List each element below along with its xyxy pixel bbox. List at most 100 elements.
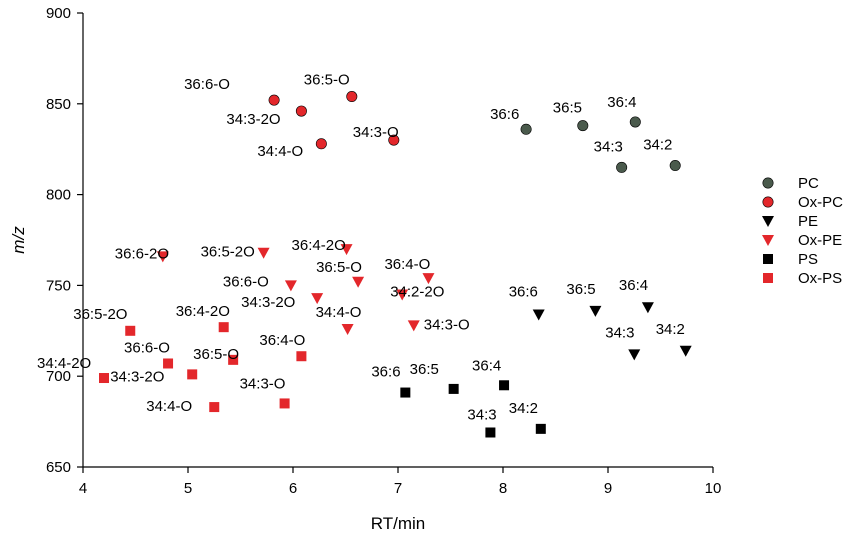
data-label: 36:5-O <box>193 346 239 363</box>
axes: 4 5 6 7 8 9 10 650 700 750 800 850 900 RT/min m/z <box>9 5 721 533</box>
data-point <box>679 345 692 357</box>
data-point <box>396 289 409 301</box>
data-label: 36:4-2O <box>176 303 230 320</box>
data-point <box>296 351 307 362</box>
data-label: 34:3 <box>467 406 496 423</box>
data-label: 36:6-O <box>184 76 230 93</box>
data-label: 36:4-2O <box>292 237 346 254</box>
data-label: 36:6-2O <box>115 245 169 262</box>
data-point <box>340 244 353 256</box>
y-tick-label: 800 <box>46 187 71 204</box>
data-label: 34:2 <box>643 137 672 154</box>
data-label: 36:5 <box>553 100 582 117</box>
x-tick-label: 10 <box>705 480 722 497</box>
y-tick-label: 900 <box>46 5 71 22</box>
x-axis-ticks: 4 5 6 7 8 9 10 <box>79 467 722 497</box>
data-point <box>257 247 270 259</box>
legend-item-ox-ps: Ox-PS <box>763 270 842 287</box>
data-point <box>341 323 354 335</box>
data-point <box>163 358 174 369</box>
data-point <box>628 349 641 361</box>
data-point <box>284 280 297 292</box>
legend-marker <box>763 273 773 283</box>
legend-marker <box>762 235 774 246</box>
data-point <box>125 325 136 336</box>
data-point <box>669 160 681 172</box>
data-point <box>535 423 546 434</box>
data-point <box>616 161 628 173</box>
series-ps: 36:6 36:5 36:4 34:3 34:2 <box>371 357 546 438</box>
legend-label: PS <box>798 251 818 268</box>
legend-label: PE <box>798 213 818 230</box>
data-point <box>407 320 420 332</box>
data-label: 34:3 <box>605 324 634 341</box>
data-point <box>448 383 459 394</box>
data-point <box>388 134 400 146</box>
data-point <box>346 91 358 103</box>
data-label: 36:4-O <box>259 332 305 349</box>
legend-label: Ox-PS <box>798 270 842 287</box>
data-label: 34:4-O <box>316 304 362 321</box>
data-label: 36:6-O <box>223 273 269 290</box>
plot-area: 36:6 36:5 36:4 34:3 34:2 36:6-O 36:5-O 34:3-2O 3… <box>37 72 692 438</box>
legend: PC Ox-PC PE Ox-PE PS Ox-PS <box>762 175 843 287</box>
data-label: 34:4-O <box>146 398 192 415</box>
data-point <box>218 322 229 333</box>
data-label: 34:2 <box>656 321 685 338</box>
data-label: 36:5 <box>410 361 439 378</box>
series-ox-pc: 36:6-O 36:5-O 34:3-2O 34:3-O 34:4-O <box>184 72 400 160</box>
x-tick-label: 4 <box>79 480 87 497</box>
legend-item-ps: PS <box>763 251 818 268</box>
data-point <box>629 116 641 128</box>
data-point <box>99 373 109 384</box>
data-label: 34:2 <box>509 400 538 417</box>
y-tick-label: 650 <box>46 459 71 476</box>
y-tick-label: 750 <box>46 277 71 294</box>
data-label: 34:4-O <box>257 143 303 160</box>
x-tick-label: 9 <box>604 480 612 497</box>
y-axis-title: m/z <box>9 226 28 254</box>
x-tick-label: 8 <box>499 480 507 497</box>
data-point <box>499 380 510 391</box>
legend-item-ox-pe: Ox-PE <box>762 232 842 249</box>
legend-item-pe: PE <box>762 213 818 230</box>
data-point <box>422 273 435 285</box>
legend-marker <box>762 177 774 189</box>
data-point <box>209 402 220 413</box>
data-label: 36:5-2O <box>73 306 127 323</box>
x-axis-title: RT/min <box>371 514 425 533</box>
x-tick-label: 7 <box>394 480 402 497</box>
legend-label: Ox-PC <box>798 194 843 211</box>
data-label: 36:5-2O <box>201 244 255 261</box>
legend-marker <box>762 216 774 227</box>
data-label: 36:6-O <box>124 339 170 356</box>
data-point <box>589 305 602 317</box>
data-label: 36:4 <box>472 357 501 374</box>
data-label: 36:6 <box>371 364 400 381</box>
legend-marker <box>762 196 774 208</box>
data-label: 36:5-O <box>304 72 350 89</box>
data-point <box>485 427 496 438</box>
data-label: 36:4-O <box>384 256 430 273</box>
data-point <box>315 138 327 150</box>
legend-item-pc: PC <box>762 175 819 192</box>
legend-label: Ox-PE <box>798 232 842 249</box>
data-label: 36:6 <box>490 106 519 123</box>
data-point <box>295 105 307 117</box>
data-label: 34:3-2O <box>110 368 164 385</box>
data-label: 34:3-O <box>240 375 286 392</box>
series-pc: 36:6 36:5 36:4 34:3 34:2 <box>490 94 681 173</box>
data-label: 36:4 <box>607 94 636 111</box>
legend-item-ox-pc: Ox-PC <box>762 194 843 211</box>
data-point <box>228 354 239 365</box>
data-label: 36:5-O <box>316 259 362 276</box>
data-point <box>532 309 545 321</box>
data-point <box>577 120 589 132</box>
data-point <box>268 94 280 106</box>
data-label: 34:3-O <box>353 124 399 141</box>
data-point <box>400 387 411 398</box>
data-label: 36:4 <box>619 277 648 294</box>
data-point <box>311 293 324 305</box>
data-point <box>641 302 654 314</box>
